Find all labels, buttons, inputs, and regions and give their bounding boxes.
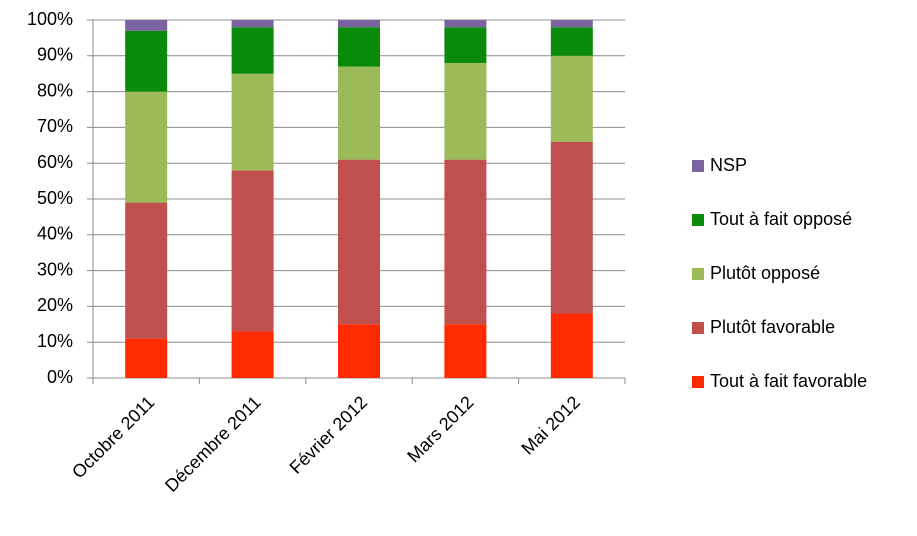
bar-segment bbox=[444, 159, 487, 325]
y-tick-label: 20% bbox=[37, 295, 73, 315]
bar-segment bbox=[231, 73, 274, 171]
x-tick-label: Octobre 2011 bbox=[68, 392, 158, 482]
bar-segment bbox=[338, 159, 380, 325]
bar-segment bbox=[550, 313, 593, 378]
bar-segment bbox=[231, 331, 274, 378]
bar-segment bbox=[444, 62, 487, 160]
bar-segment bbox=[550, 20, 593, 28]
legend-label: Tout à fait favorable bbox=[710, 371, 867, 391]
legend-label: Tout à fait opposé bbox=[710, 209, 852, 229]
bar-segment bbox=[550, 55, 593, 142]
y-tick-label: 40% bbox=[37, 224, 73, 244]
legend-label: NSP bbox=[710, 155, 747, 175]
legend-swatch bbox=[692, 376, 704, 388]
bar-segment bbox=[125, 202, 168, 339]
x-tick-label: Février 2012 bbox=[286, 392, 372, 478]
y-tick-label: 80% bbox=[37, 80, 73, 100]
bar-segment bbox=[125, 91, 168, 203]
bar-segment bbox=[444, 27, 487, 63]
x-tick-label: Décembre 2011 bbox=[161, 392, 265, 496]
bar-segment bbox=[338, 324, 380, 378]
bar-segment bbox=[550, 27, 593, 56]
x-tick-label: Mai 2012 bbox=[517, 392, 584, 459]
y-tick-label: 10% bbox=[37, 331, 73, 351]
x-tick-label: Mars 2012 bbox=[403, 392, 477, 466]
bar-segment bbox=[338, 27, 380, 67]
bar-segment bbox=[444, 20, 487, 28]
bar-segment bbox=[125, 338, 168, 378]
legend-label: Plutôt favorable bbox=[710, 317, 835, 337]
y-tick-label: 60% bbox=[37, 152, 73, 172]
bar-segment bbox=[444, 324, 487, 378]
legend-swatch bbox=[692, 322, 704, 334]
legend-label: Plutôt opposé bbox=[710, 263, 820, 283]
y-tick-label: 90% bbox=[37, 45, 73, 65]
y-tick-label: 70% bbox=[37, 116, 73, 136]
legend-swatch bbox=[692, 214, 704, 226]
y-tick-label: 0% bbox=[47, 367, 73, 387]
bar-segment bbox=[125, 20, 168, 31]
legend-swatch bbox=[692, 160, 704, 172]
legend-swatch bbox=[692, 268, 704, 280]
bar-segment bbox=[338, 20, 380, 28]
y-tick-label: 30% bbox=[37, 259, 73, 279]
y-tick-label: 50% bbox=[37, 188, 73, 208]
bar-segment bbox=[338, 66, 380, 160]
bar-segment bbox=[125, 30, 168, 92]
bar-segment bbox=[231, 27, 274, 74]
bar-segment bbox=[231, 20, 274, 28]
bar-segment bbox=[550, 141, 593, 314]
bar-segment bbox=[231, 170, 274, 332]
y-tick-label: 100% bbox=[27, 9, 73, 29]
